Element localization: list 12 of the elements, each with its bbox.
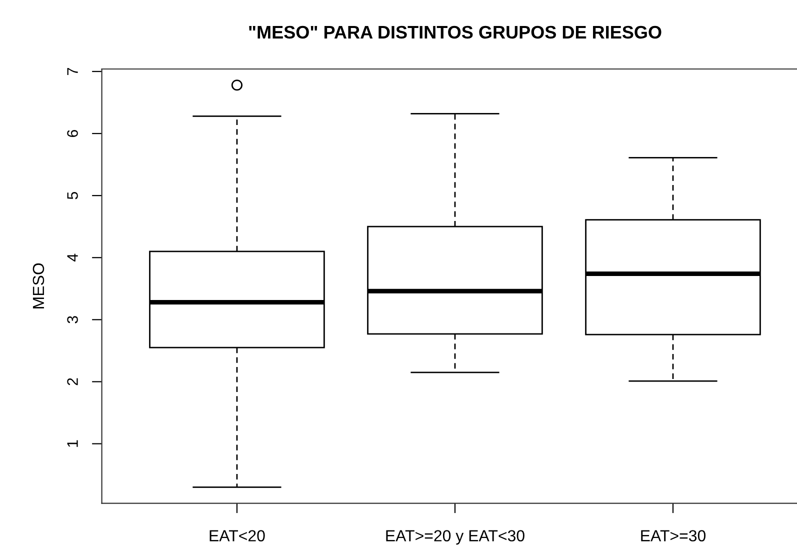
y-tick-label: 7 bbox=[67, 68, 78, 75]
y-tick-label: 3 bbox=[67, 316, 78, 324]
y-tick-label: 4 bbox=[67, 254, 78, 262]
x-tick-label: EAT>=30 bbox=[641, 530, 706, 542]
y-tick-label: 6 bbox=[67, 130, 78, 137]
y-tick-label: 2 bbox=[67, 378, 78, 386]
y-tick-label: 1 bbox=[67, 440, 78, 447]
y-axis-title: MESO bbox=[32, 263, 44, 308]
x-tick-label: EAT<20 bbox=[210, 530, 265, 542]
y-tick-label: 5 bbox=[67, 192, 78, 200]
chart-title: "MESO" PARA DISTINTOS GRUPOS DE RIESGO bbox=[249, 26, 662, 39]
x-tick-label: EAT>=20 y EAT<30 bbox=[386, 530, 524, 545]
